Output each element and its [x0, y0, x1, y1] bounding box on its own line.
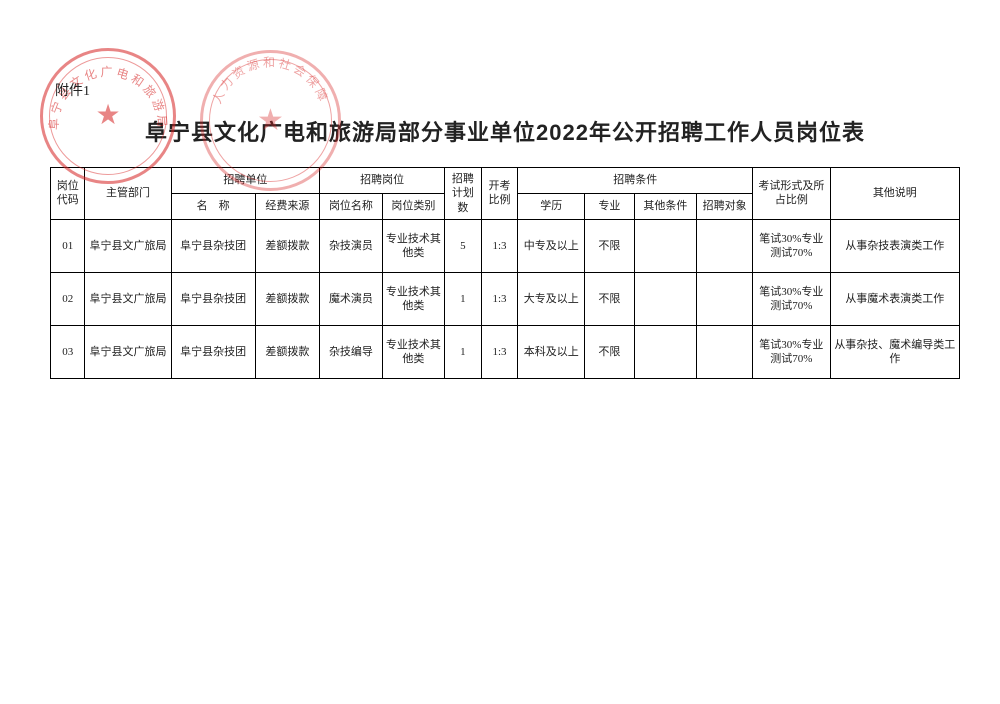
col-cond-major: 专业	[585, 193, 635, 219]
cell-other	[634, 219, 696, 272]
cell-ptype: 专业技术其他类	[382, 272, 444, 325]
cell-plan: 1	[445, 272, 482, 325]
col-post-group: 招聘岗位	[320, 168, 445, 194]
table-row: 02 阜宁县文广旅局 阜宁县杂技团 差额拨款 魔术演员 专业技术其他类 1 1:…	[51, 272, 960, 325]
cell-target	[697, 325, 753, 378]
table-header: 岗位代码 主管部门 招聘单位 招聘岗位 招聘计划数 开考比例 招聘条件 考试形式…	[51, 168, 960, 220]
cell-edu: 本科及以上	[518, 325, 585, 378]
cell-exam: 笔试30%专业测试70%	[753, 325, 831, 378]
col-unit-group: 招聘单位	[171, 168, 320, 194]
cell-ratio: 1:3	[481, 325, 518, 378]
cell-unit: 阜宁县杂技团	[171, 272, 255, 325]
col-post-type: 岗位类别	[382, 193, 444, 219]
cell-ptype: 专业技术其他类	[382, 325, 444, 378]
cell-ratio: 1:3	[481, 272, 518, 325]
cell-dept: 阜宁县文广旅局	[85, 272, 171, 325]
col-remark: 其他说明	[830, 168, 959, 220]
cell-major: 不限	[585, 272, 635, 325]
cell-code: 02	[51, 272, 85, 325]
cell-major: 不限	[585, 219, 635, 272]
table-body: 01 阜宁县文广旅局 阜宁县杂技团 差额拨款 杂技演员 专业技术其他类 5 1:…	[51, 219, 960, 378]
cell-fund: 差额拨款	[255, 219, 320, 272]
cell-remark: 从事杂技、魔术编导类工作	[830, 325, 959, 378]
cell-unit: 阜宁县杂技团	[171, 325, 255, 378]
job-positions-table: 岗位代码 主管部门 招聘单位 招聘岗位 招聘计划数 开考比例 招聘条件 考试形式…	[50, 167, 960, 379]
cell-major: 不限	[585, 325, 635, 378]
col-unit-fund: 经费来源	[255, 193, 320, 219]
cell-ptype: 专业技术其他类	[382, 219, 444, 272]
cell-pname: 杂技演员	[320, 219, 382, 272]
cell-other	[634, 325, 696, 378]
cell-other	[634, 272, 696, 325]
cell-pname: 杂技编导	[320, 325, 382, 378]
cell-target	[697, 219, 753, 272]
cell-edu: 中专及以上	[518, 219, 585, 272]
cell-code: 01	[51, 219, 85, 272]
col-cond-target: 招聘对象	[697, 193, 753, 219]
cell-fund: 差额拨款	[255, 272, 320, 325]
cell-remark: 从事魔术表演类工作	[830, 272, 959, 325]
cell-exam: 笔试30%专业测试70%	[753, 272, 831, 325]
cell-plan: 5	[445, 219, 482, 272]
col-dept: 主管部门	[85, 168, 171, 220]
cell-target	[697, 272, 753, 325]
col-code: 岗位代码	[51, 168, 85, 220]
cell-ratio: 1:3	[481, 219, 518, 272]
col-exam: 考试形式及所占比例	[753, 168, 831, 220]
col-post-name: 岗位名称	[320, 193, 382, 219]
svg-text:人力资源和社会保障: 人力资源和社会保障	[210, 55, 332, 106]
col-ratio: 开考比例	[481, 168, 518, 220]
page: 阜宁县文化广电和旅游局 ★ 人力资源和社会保障 ★ 附件1 阜宁县文化广电和旅游…	[0, 0, 1000, 704]
col-unit-name: 名 称	[171, 193, 255, 219]
cell-exam: 笔试30%专业测试70%	[753, 219, 831, 272]
cell-remark: 从事杂技表演类工作	[830, 219, 959, 272]
cell-fund: 差额拨款	[255, 325, 320, 378]
col-cond-other: 其他条件	[634, 193, 696, 219]
cell-plan: 1	[445, 325, 482, 378]
cell-unit: 阜宁县杂技团	[171, 219, 255, 272]
cell-code: 03	[51, 325, 85, 378]
cell-dept: 阜宁县文广旅局	[85, 325, 171, 378]
col-cond-group: 招聘条件	[518, 168, 753, 194]
attachment-label: 附件1	[55, 80, 90, 100]
cell-edu: 大专及以上	[518, 272, 585, 325]
col-cond-edu: 学历	[518, 193, 585, 219]
table-row: 03 阜宁县文广旅局 阜宁县杂技团 差额拨款 杂技编导 专业技术其他类 1 1:…	[51, 325, 960, 378]
cell-dept: 阜宁县文广旅局	[85, 219, 171, 272]
table-row: 01 阜宁县文广旅局 阜宁县杂技团 差额拨款 杂技演员 专业技术其他类 5 1:…	[51, 219, 960, 272]
cell-pname: 魔术演员	[320, 272, 382, 325]
page-title: 阜宁县文化广电和旅游局部分事业单位2022年公开招聘工作人员岗位表	[50, 115, 960, 147]
col-plan: 招聘计划数	[445, 168, 482, 220]
